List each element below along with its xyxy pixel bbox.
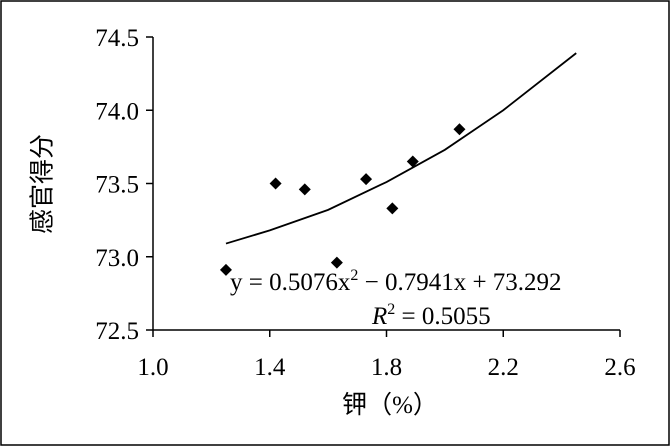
data-point: [219, 263, 232, 276]
y-tick-label: 73.0: [95, 245, 139, 272]
equation-part: − 0.7941x + 73.292: [358, 269, 561, 296]
r-squared-part: R: [371, 303, 387, 330]
r-squared-part: 2: [387, 301, 395, 318]
x-tick-label: 2.2: [488, 354, 519, 381]
x-tick-label: 1.8: [371, 354, 402, 381]
data-point: [453, 123, 466, 136]
data-point: [269, 177, 282, 190]
equation-part: 2: [350, 267, 358, 284]
y-tick-label: 72.5: [95, 318, 139, 345]
r-squared-part: = 0.5055: [395, 303, 490, 330]
x-axis-label: 钾（%）: [342, 391, 438, 419]
r-squared: R2 = 0.5055: [371, 301, 491, 330]
data-point: [330, 256, 343, 269]
trend-line: [225, 52, 577, 245]
data-point: [298, 183, 311, 196]
x-tick-label: 1.0: [137, 354, 168, 381]
y-axis-label: 感官得分: [29, 134, 57, 234]
x-tick-label: 2.6: [604, 354, 635, 381]
y-tick-label: 73.5: [95, 172, 139, 199]
data-point: [406, 155, 419, 168]
x-tick-label: 1.4: [254, 354, 286, 381]
y-tick-label: 74.5: [95, 25, 139, 52]
equation: y = 0.5076x2 − 0.7941x + 73.292: [230, 267, 562, 296]
data-point: [360, 173, 373, 186]
y-tick-label: 74.0: [95, 98, 139, 125]
data-point: [386, 202, 399, 215]
equation-part: y = 0.5076x: [230, 269, 351, 296]
